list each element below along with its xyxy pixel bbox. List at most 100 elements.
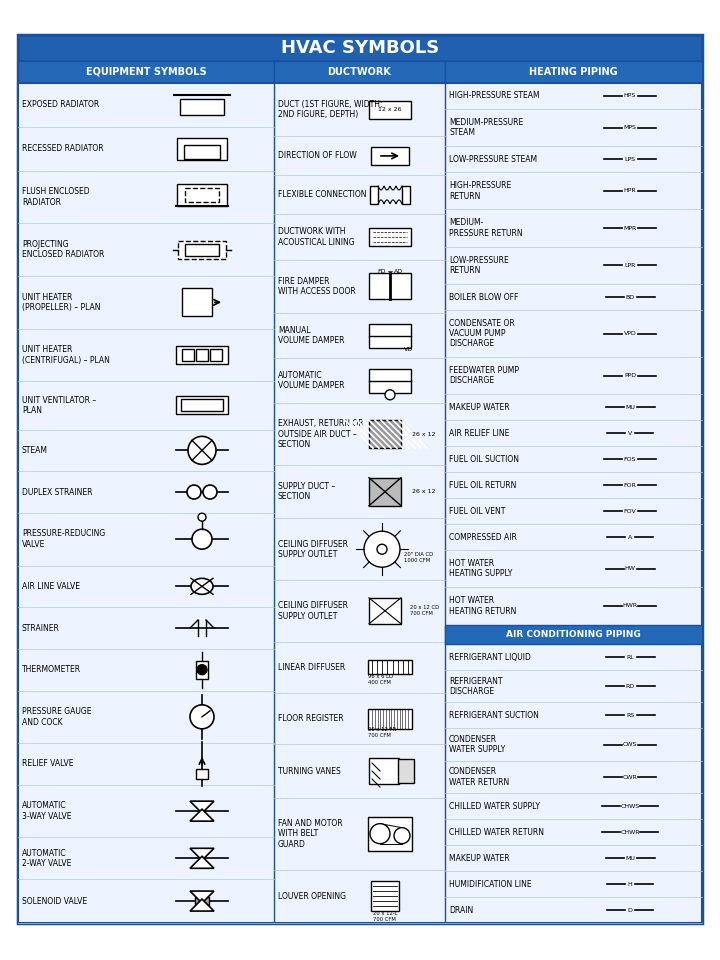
- Text: RD: RD: [626, 684, 634, 688]
- Text: FD: FD: [378, 269, 386, 274]
- Text: MEDIUM-PRESSURE
STEAM: MEDIUM-PRESSURE STEAM: [449, 118, 523, 137]
- Bar: [180, 99, 224, 115]
- Text: CEILING DIFFUSER
SUPPLY OUTLET: CEILING DIFFUSER SUPPLY OUTLET: [278, 601, 348, 620]
- Bar: [445, 61, 702, 83]
- Circle shape: [188, 437, 216, 465]
- Polygon shape: [190, 802, 214, 813]
- Bar: [369, 228, 411, 246]
- Text: UNIT HEATER
(CENTRIFUGAL) – PLAN: UNIT HEATER (CENTRIFUGAL) – PLAN: [22, 346, 110, 365]
- Text: CEILING DIFFUSER
SUPPLY OUTLET: CEILING DIFFUSER SUPPLY OUTLET: [278, 540, 348, 559]
- Bar: [368, 660, 412, 674]
- Bar: [368, 817, 412, 851]
- Bar: [369, 369, 411, 393]
- Bar: [185, 244, 219, 255]
- Text: HIGH-PRESSURE STEAM: HIGH-PRESSURE STEAM: [449, 91, 539, 101]
- Text: VD: VD: [404, 348, 413, 352]
- Text: AUTOMATIC
3-WAY VALVE: AUTOMATIC 3-WAY VALVE: [22, 802, 71, 821]
- Polygon shape: [190, 809, 214, 821]
- Text: EXPOSED RADIATOR: EXPOSED RADIATOR: [22, 101, 99, 109]
- Text: HUMIDIFICATION LINE: HUMIDIFICATION LINE: [449, 879, 531, 889]
- Bar: [176, 346, 228, 364]
- Circle shape: [385, 390, 395, 399]
- Text: 26 x 12: 26 x 12: [412, 432, 436, 437]
- Text: VPD: VPD: [624, 331, 636, 336]
- Text: AIR CONDITIONING PIPING: AIR CONDITIONING PIPING: [506, 630, 641, 638]
- Bar: [369, 274, 411, 300]
- Text: CONDENSER
WATER SUPPLY: CONDENSER WATER SUPPLY: [449, 735, 505, 755]
- Text: 20" DIA CD
1000 CFM: 20" DIA CD 1000 CFM: [404, 552, 433, 563]
- Text: LPS: LPS: [624, 156, 636, 161]
- Text: AIR RELIEF LINE: AIR RELIEF LINE: [449, 429, 509, 438]
- Bar: [18, 61, 274, 83]
- Bar: [18, 83, 702, 923]
- Bar: [369, 101, 411, 119]
- Circle shape: [197, 664, 207, 675]
- Text: MANUAL
VOLUME DAMPER: MANUAL VOLUME DAMPER: [278, 325, 344, 346]
- Text: DRAIN: DRAIN: [449, 905, 473, 915]
- Text: FAN AND MOTOR
WITH BELT
GUARD: FAN AND MOTOR WITH BELT GUARD: [278, 819, 343, 849]
- Text: CWR: CWR: [623, 775, 637, 780]
- Bar: [369, 420, 401, 448]
- Text: 20 x 12 CD
700 CFM: 20 x 12 CD 700 CFM: [410, 606, 439, 616]
- Polygon shape: [190, 849, 214, 860]
- Text: V: V: [628, 431, 632, 436]
- Text: SOLENOID VALVE: SOLENOID VALVE: [22, 897, 87, 905]
- Polygon shape: [190, 900, 214, 911]
- Text: DUCTWORK WITH
ACOUSTICAL LINING: DUCTWORK WITH ACOUSTICAL LINING: [278, 228, 355, 247]
- Text: FIRE DAMPER
WITH ACCESS DOOR: FIRE DAMPER WITH ACCESS DOOR: [278, 276, 356, 296]
- Text: 96 x 6 LD
400 CFM: 96 x 6 LD 400 CFM: [368, 674, 393, 684]
- Text: HW: HW: [624, 566, 636, 571]
- Text: RS: RS: [626, 713, 634, 718]
- Bar: [210, 348, 222, 361]
- Text: TURNING VANES: TURNING VANES: [278, 766, 341, 776]
- Text: BD: BD: [626, 295, 634, 300]
- Text: EXHAUST, RETURN OR
OUTSIDE AIR DUCT –
SECTION: EXHAUST, RETURN OR OUTSIDE AIR DUCT – SE…: [278, 420, 364, 449]
- Text: AIR LINE VALVE: AIR LINE VALVE: [22, 582, 80, 590]
- Text: FOR: FOR: [624, 483, 636, 488]
- Bar: [185, 188, 219, 202]
- Circle shape: [394, 828, 410, 844]
- Text: FUEL OIL RETURN: FUEL OIL RETURN: [449, 481, 516, 490]
- Bar: [370, 186, 378, 204]
- Text: HEATING PIPING: HEATING PIPING: [529, 67, 618, 77]
- Circle shape: [190, 705, 214, 729]
- Bar: [402, 186, 410, 204]
- Text: H: H: [628, 881, 632, 887]
- Text: RECESSED RADIATOR: RECESSED RADIATOR: [22, 144, 104, 154]
- Bar: [195, 897, 209, 905]
- Text: FLOOR REGISTER: FLOOR REGISTER: [278, 714, 343, 723]
- Ellipse shape: [191, 578, 213, 594]
- Text: A: A: [628, 535, 632, 540]
- Circle shape: [198, 514, 206, 521]
- Text: REFRIGERANT SUCTION: REFRIGERANT SUCTION: [449, 711, 539, 720]
- Bar: [274, 61, 445, 83]
- Text: COMPRESSED AIR: COMPRESSED AIR: [449, 533, 517, 541]
- Text: REFRIGERANT
DISCHARGE: REFRIGERANT DISCHARGE: [449, 677, 503, 696]
- Text: DUCTWORK: DUCTWORK: [328, 67, 392, 77]
- Text: UNIT HEATER
(PROPELLER) – PLAN: UNIT HEATER (PROPELLER) – PLAN: [22, 293, 101, 312]
- Bar: [176, 396, 228, 415]
- Bar: [369, 478, 401, 506]
- Text: HWR: HWR: [622, 604, 638, 609]
- Text: MAKEUP WATER: MAKEUP WATER: [449, 853, 510, 863]
- Text: LOUVER OPENING: LOUVER OPENING: [278, 892, 346, 900]
- Bar: [398, 759, 414, 783]
- Text: D: D: [628, 907, 632, 913]
- Text: FOS: FOS: [624, 457, 636, 462]
- Text: EQUIPMENT SYMBOLS: EQUIPMENT SYMBOLS: [86, 67, 207, 77]
- Circle shape: [187, 485, 201, 499]
- Bar: [196, 660, 208, 679]
- Text: LINEAR DIFFUSER: LINEAR DIFFUSER: [278, 662, 346, 672]
- Text: HPS: HPS: [624, 93, 636, 99]
- Text: FEEDWATER PUMP
DISCHARGE: FEEDWATER PUMP DISCHARGE: [449, 366, 519, 385]
- Text: PRESSURE-REDUCING
VALVE: PRESSURE-REDUCING VALVE: [22, 530, 105, 549]
- Text: UNIT VENTILATOR –
PLAN: UNIT VENTILATOR – PLAN: [22, 396, 96, 415]
- Text: 12 x 26: 12 x 26: [378, 108, 402, 112]
- Text: HOT WATER
HEATING RETURN: HOT WATER HEATING RETURN: [449, 596, 516, 615]
- Bar: [184, 145, 220, 158]
- Text: DIRECTION OF FLOW: DIRECTION OF FLOW: [278, 152, 356, 160]
- Bar: [18, 35, 702, 61]
- Bar: [369, 324, 411, 348]
- Text: HPR: HPR: [624, 188, 636, 193]
- Text: DUCT (1ST FIGURE, WIDTH;
2ND FIGURE, DEPTH): DUCT (1ST FIGURE, WIDTH; 2ND FIGURE, DEP…: [278, 100, 382, 119]
